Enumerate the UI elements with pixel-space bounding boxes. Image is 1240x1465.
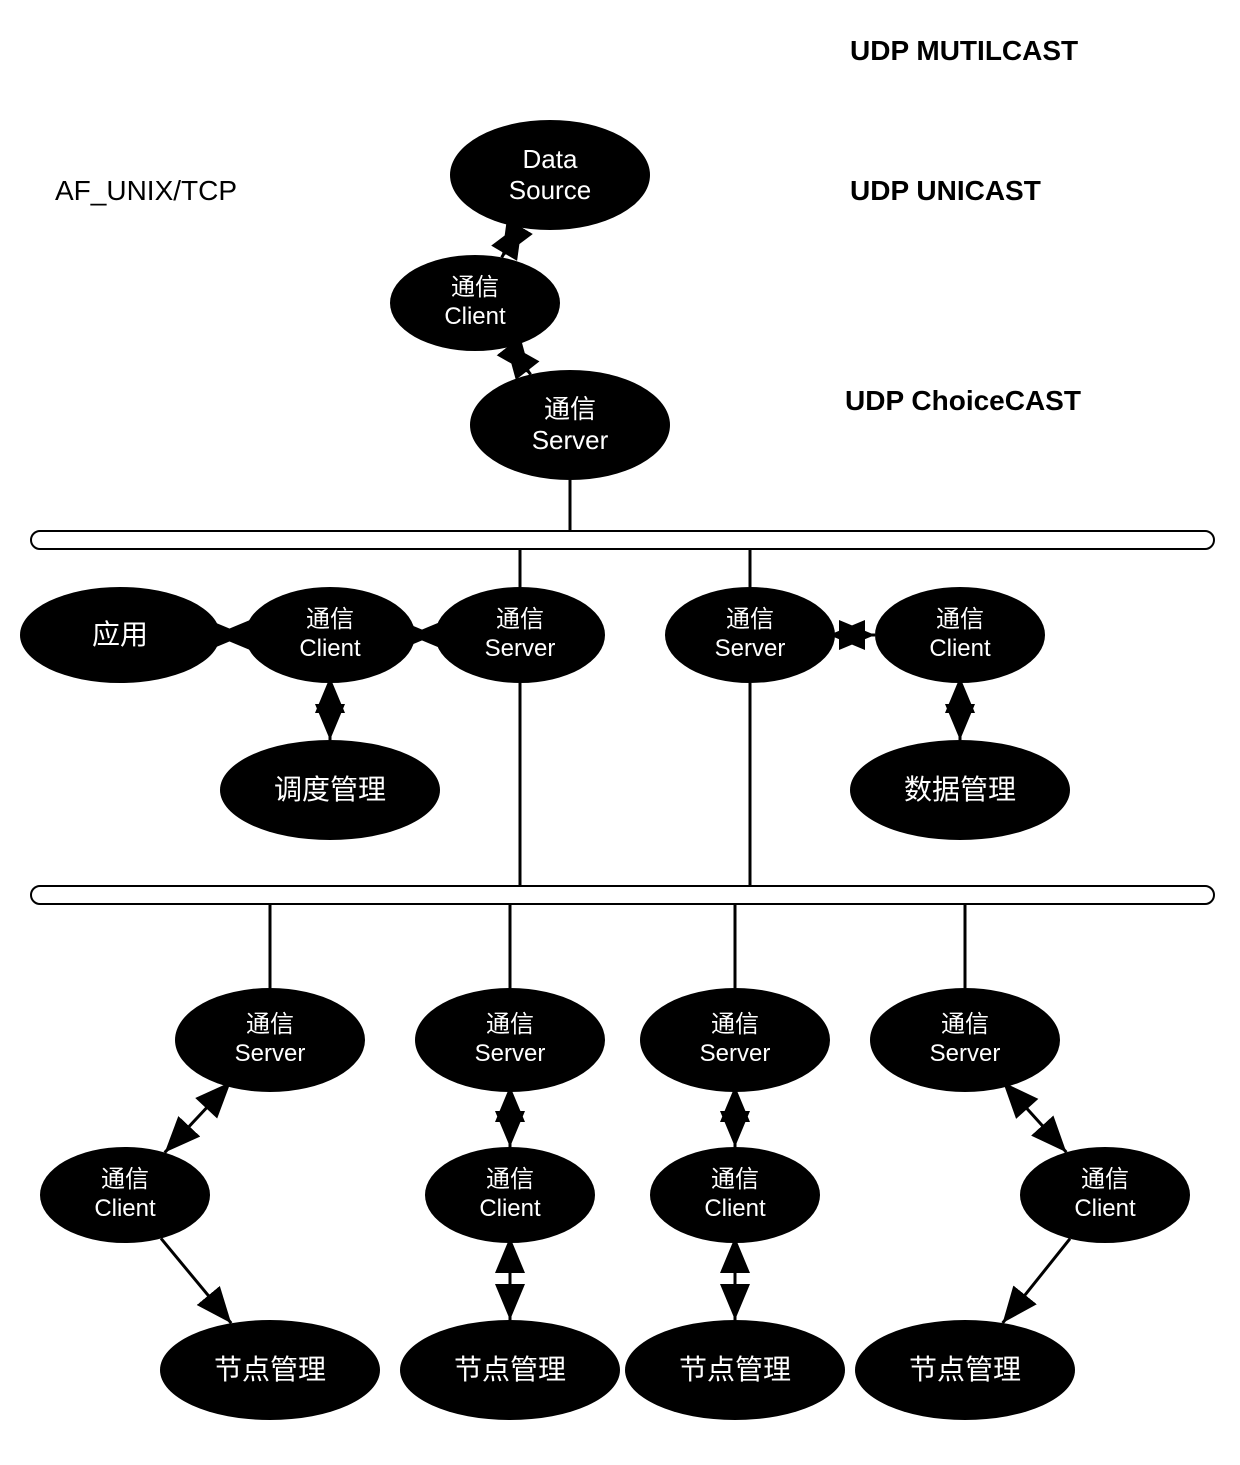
node-app: 应用: [20, 587, 220, 683]
node-bot_client_2: 通信Client: [425, 1147, 595, 1243]
node-top_client: 通信Client: [390, 255, 560, 351]
node-bot_client_4: 通信Client: [1020, 1147, 1190, 1243]
node-mid_server_r: 通信Server: [665, 587, 835, 683]
node-bot_server_2: 通信Server: [415, 988, 605, 1092]
node-node_mgmt_4: 节点管理: [855, 1320, 1075, 1420]
node-node_mgmt_2: 节点管理: [400, 1320, 620, 1420]
node-bot_client_1: 通信Client: [40, 1147, 210, 1243]
node-bot_server_3: 通信Server: [640, 988, 830, 1092]
node-mid_client_r: 通信Client: [875, 587, 1045, 683]
node-sched_mgmt: 调度管理: [220, 740, 440, 840]
node-top_server: 通信Server: [470, 370, 670, 480]
node-node_mgmt_1: 节点管理: [160, 1320, 380, 1420]
node-data_source: DataSource: [450, 120, 650, 230]
node-mid_client_l: 通信Client: [245, 587, 415, 683]
edges-layer: [0, 0, 1240, 1465]
node-node_mgmt_3: 节点管理: [625, 1320, 845, 1420]
node-bot_server_1: 通信Server: [175, 988, 365, 1092]
node-bot_server_4: 通信Server: [870, 988, 1060, 1092]
node-mid_server_l: 通信Server: [435, 587, 605, 683]
node-bot_client_3: 通信Client: [650, 1147, 820, 1243]
node-data_mgmt: 数据管理: [850, 740, 1070, 840]
